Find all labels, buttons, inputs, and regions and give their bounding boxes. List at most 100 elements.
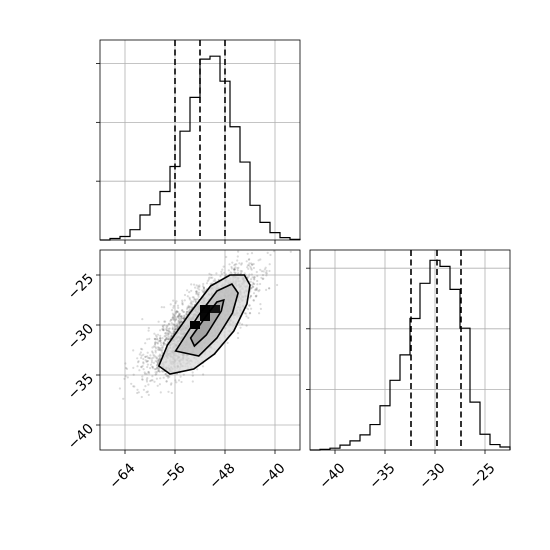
sample-point [187,304,190,307]
sample-point [177,379,181,382]
sample-point [176,324,179,327]
sample-point [156,370,159,373]
sample-point [175,300,178,303]
sample-point [255,288,258,291]
sample-point [234,271,237,274]
sample-point [172,323,175,326]
sample-point [251,263,254,266]
sample-point [136,388,139,391]
sample-point [151,379,154,382]
sample-point [159,336,162,339]
sample-point [174,328,177,331]
sample-point [247,267,250,270]
sample-point [164,338,167,341]
sample-point [261,274,265,277]
sample-point [260,270,263,273]
sample-point [230,272,233,275]
sample-point [145,378,148,381]
sample-point [146,365,149,369]
sample-point [173,330,176,333]
sample-point [190,306,193,309]
sample-point [220,270,223,273]
sample-point [161,328,164,331]
sample-point [250,278,253,281]
main-xtick-label-3: −40 [256,460,288,492]
sample-point [245,315,248,318]
sample-point [154,341,157,344]
sample-point [167,327,170,330]
sample-point [245,260,248,263]
sample-point [164,320,167,323]
sample-point [148,372,151,375]
sample-point [156,364,159,367]
sample-point [202,287,205,290]
sample-point [167,334,170,337]
sample-point [167,338,170,341]
sample-point [144,385,147,388]
sample-point [195,290,198,294]
sample-point [159,349,163,352]
sample-point [188,291,191,294]
sample-point [153,380,156,383]
sample-point [147,356,150,359]
sample-point [154,360,157,363]
sample-point [165,337,168,340]
sample-point [144,372,147,375]
sample-point [236,267,239,270]
sample-point [192,300,195,303]
sample-point [144,342,147,345]
sample-point [253,276,256,279]
sample-point [172,306,175,309]
sample-point [130,382,133,385]
sample-point [157,359,160,362]
sample-point [169,335,173,338]
sample-point [155,347,158,350]
sample-point [151,351,154,354]
sample-point [236,255,239,258]
sample-point [164,343,167,346]
sample-point [144,359,147,362]
sample-point [156,341,159,344]
sample-point [248,273,251,276]
sample-point [177,315,180,318]
sample-point [156,342,159,345]
sample-point [156,362,159,366]
sample-point [182,317,185,320]
sample-point [252,299,255,302]
sample-point [236,269,239,272]
sample-point [186,306,189,309]
sample-point [158,358,161,361]
sample-point [158,347,161,350]
sample-point [153,337,156,340]
sample-point [179,316,182,319]
sample-point [162,329,165,332]
sample-point [188,298,191,301]
sample-point [250,307,253,310]
sample-point [250,262,253,265]
sample-point [146,360,149,363]
sample-point [194,286,197,289]
sample-point [141,375,144,378]
sample-point [178,314,181,317]
sample-point [156,361,159,364]
sample-point [175,327,178,330]
right-xtick-label-1: −35 [366,460,398,492]
sample-point [159,339,162,342]
sample-point [145,391,148,394]
sample-point [276,283,279,287]
sample-point [201,289,204,292]
sample-point [158,383,161,386]
sample-point [252,292,256,295]
sample-point [233,271,236,274]
sample-point [222,265,225,268]
sample-point [170,332,173,335]
sample-point [226,341,229,344]
density-cell-2 [200,305,210,313]
sample-point [123,377,126,380]
sample-point [162,376,165,379]
sample-point [213,278,216,281]
sample-point [243,312,246,315]
sample-point [165,380,168,383]
right-xtick-label-0: −40 [316,460,348,492]
sample-point [176,304,180,307]
